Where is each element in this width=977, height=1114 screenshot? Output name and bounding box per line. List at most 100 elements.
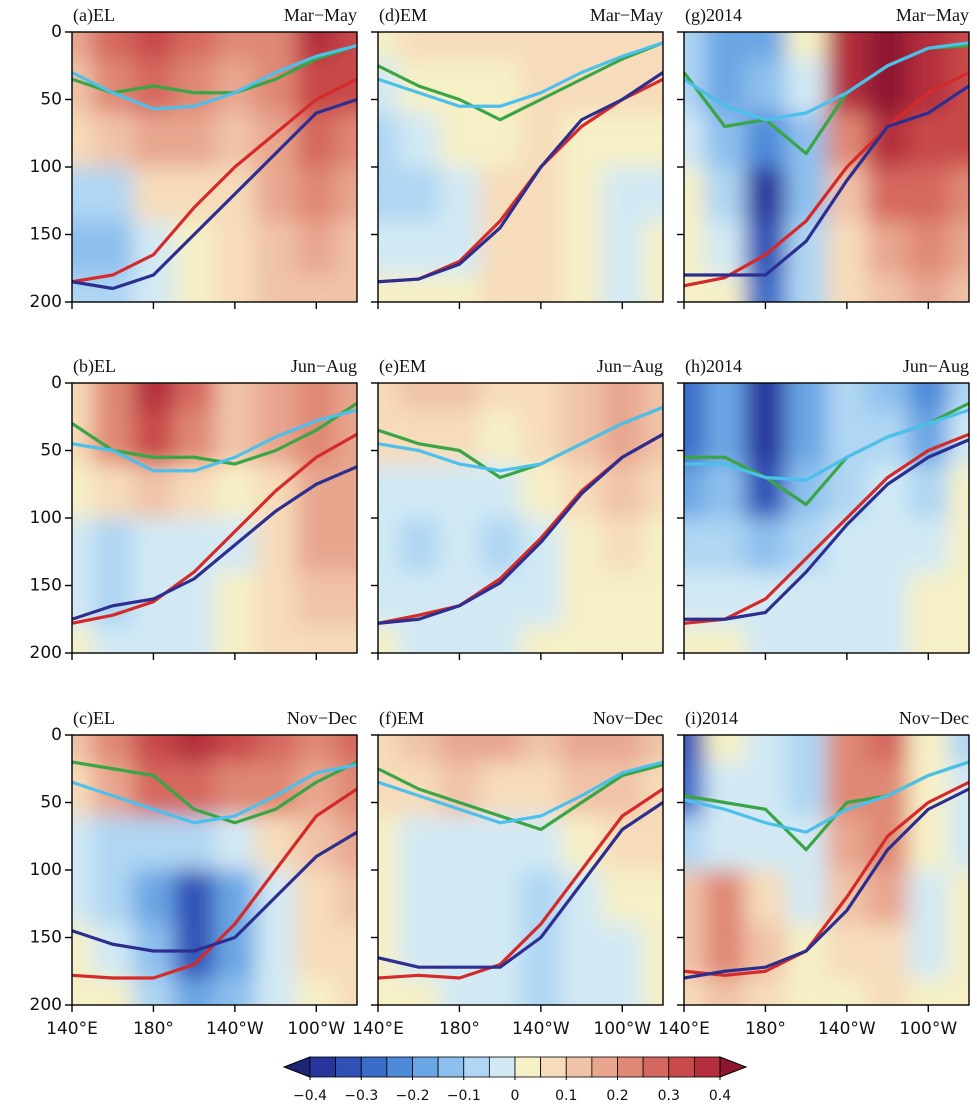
field-cell [867, 275, 909, 302]
panel-season: Nov−Dec [899, 708, 969, 728]
field-cell [826, 221, 868, 276]
field-cell [72, 59, 93, 114]
field-cell [826, 735, 868, 763]
y-tick-label: 150 [30, 928, 62, 948]
field-cell [642, 410, 663, 465]
field-cell [601, 59, 644, 114]
series-line [72, 401, 357, 466]
field-cell [173, 978, 215, 1005]
field-cell [907, 275, 950, 302]
field-cell [92, 735, 134, 763]
panel-season: Mar−May [896, 5, 969, 25]
series-line [684, 787, 969, 980]
field-cell [92, 113, 134, 168]
field-cell [948, 113, 969, 168]
field-cell [336, 464, 357, 519]
field-cell [826, 275, 868, 302]
series-line [684, 432, 969, 625]
colorbar-tick-label: −0.3 [344, 1088, 378, 1104]
colorbar-box [412, 1056, 439, 1078]
field-cell [439, 870, 481, 925]
field-cell [907, 816, 950, 871]
field-cell [684, 978, 705, 1005]
field-cell [398, 32, 440, 60]
field-cell [561, 978, 603, 1005]
field-cell [907, 518, 950, 573]
field-cell [378, 735, 399, 763]
series-line [72, 43, 357, 111]
field-cell [561, 572, 603, 627]
colorbar-box [617, 1056, 644, 1078]
field-cell [601, 735, 644, 763]
y-tick-label: 0 [51, 373, 62, 393]
x-tick-label: 140°E [658, 1019, 710, 1039]
colorbar-box [335, 1056, 362, 1078]
panel: (g)2014 Mar−May [677, 5, 970, 309]
field-cell [785, 762, 827, 817]
field-cell [92, 626, 134, 653]
field-cell [642, 924, 663, 979]
field-cell [826, 383, 868, 411]
y-tick-label: 50 [40, 441, 62, 461]
field-cell [295, 572, 338, 627]
field-cell [336, 870, 357, 925]
field-cell [907, 870, 950, 925]
panel: 140°E 180° 140°W 100°W (i)2014 Nov−Dec [658, 708, 970, 1039]
field-cell [601, 870, 644, 925]
field-cell [295, 383, 338, 411]
field-cell [520, 383, 562, 411]
field-cell [92, 816, 134, 871]
field-cell [561, 32, 603, 60]
y-tick-label: 50 [40, 793, 62, 813]
field-cell [398, 221, 440, 276]
field-cell [439, 978, 481, 1005]
field-cell [72, 275, 93, 302]
field-cell [255, 32, 297, 60]
panel-label: (b)EL [73, 356, 116, 377]
series-line [378, 71, 663, 284]
field-cell [479, 762, 521, 817]
field-cell [704, 275, 746, 302]
field-cell [173, 735, 215, 763]
field-cell [907, 924, 950, 979]
panel-season: Mar−May [590, 5, 663, 25]
field-cell [133, 383, 175, 411]
field-cell [398, 383, 440, 411]
field-cell [867, 32, 909, 60]
colorbar-box [668, 1056, 695, 1078]
field-cell [92, 383, 134, 411]
field-cells [72, 383, 357, 653]
field-cell [948, 870, 969, 925]
field-cell [745, 221, 787, 276]
series-line [684, 408, 969, 482]
field-cell [295, 924, 338, 979]
field-cell [214, 816, 256, 871]
field-cell [907, 167, 950, 222]
field-cell [642, 167, 663, 222]
x-tick-label: 100°W [593, 1019, 651, 1039]
field-cell [336, 518, 357, 573]
field-cell [785, 383, 827, 411]
field-cell [704, 518, 746, 573]
field-cell [684, 816, 705, 871]
colorbar-tick-label: 0.1 [555, 1088, 577, 1104]
field-cell [479, 735, 521, 763]
field-cell [948, 383, 969, 411]
field-cell [336, 924, 357, 979]
field-cell [439, 59, 481, 114]
field-cell [561, 870, 603, 925]
panel-season: Nov−Dec [593, 708, 663, 728]
field-cell [684, 32, 705, 60]
field-cell [826, 518, 868, 573]
field-cell [745, 870, 787, 925]
field-cell [439, 464, 481, 519]
field-cell [601, 816, 644, 871]
colorbar-over [719, 1056, 748, 1078]
x-tick-label: 140°E [46, 1019, 98, 1039]
field-cell [173, 113, 215, 168]
field-cell [704, 870, 746, 925]
field-cell [439, 275, 481, 302]
y-tick-label: 0 [51, 22, 62, 42]
field-cell [704, 221, 746, 276]
field-cell [336, 167, 357, 222]
